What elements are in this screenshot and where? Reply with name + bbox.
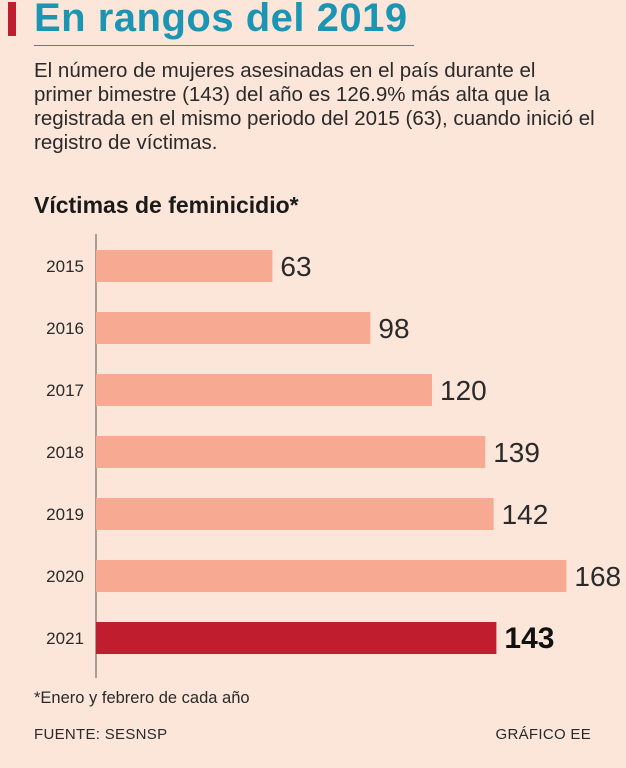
value-label-2020: 168: [574, 561, 621, 592]
category-label: 2021: [46, 629, 84, 648]
bar-chart: 2015 63 2016 98 2017 120 2018 139 2019 142 2020 168…: [46, 234, 621, 678]
accent-bar: [8, 2, 16, 36]
value-label-2018: 139: [493, 437, 540, 468]
bar-2020: [96, 560, 567, 592]
category-label: 2017: [46, 381, 84, 400]
value-label-2019: 142: [502, 499, 549, 530]
value-label-2021: 143: [504, 622, 554, 655]
value-label-2017: 120: [440, 375, 487, 406]
intro-text: El número de mujeres asesinadas en el pa…: [34, 59, 595, 154]
category-label: 2019: [46, 505, 84, 524]
category-label: 2020: [46, 567, 84, 586]
title-rule: [34, 45, 414, 46]
value-label-2015: 63: [280, 251, 311, 282]
bar-2019: [96, 498, 494, 530]
category-label: 2016: [46, 319, 84, 338]
chart-title: Víctimas de feminicidio*: [34, 192, 299, 218]
source: FUENTE: SESNSP: [34, 726, 168, 743]
value-label-2016: 98: [378, 313, 409, 344]
category-label: 2018: [46, 443, 84, 462]
headline: En rangos del 2019: [34, 0, 408, 40]
bar-2017: [96, 374, 432, 406]
bar-2015: [96, 250, 273, 282]
footnote: *Enero y febrero de cada año: [34, 689, 250, 707]
category-label: 2015: [46, 257, 84, 276]
bar-2018: [96, 436, 486, 468]
bar-2021: [96, 622, 497, 654]
credit: GRÁFICO EE: [495, 726, 591, 743]
bar-2016: [96, 312, 371, 344]
